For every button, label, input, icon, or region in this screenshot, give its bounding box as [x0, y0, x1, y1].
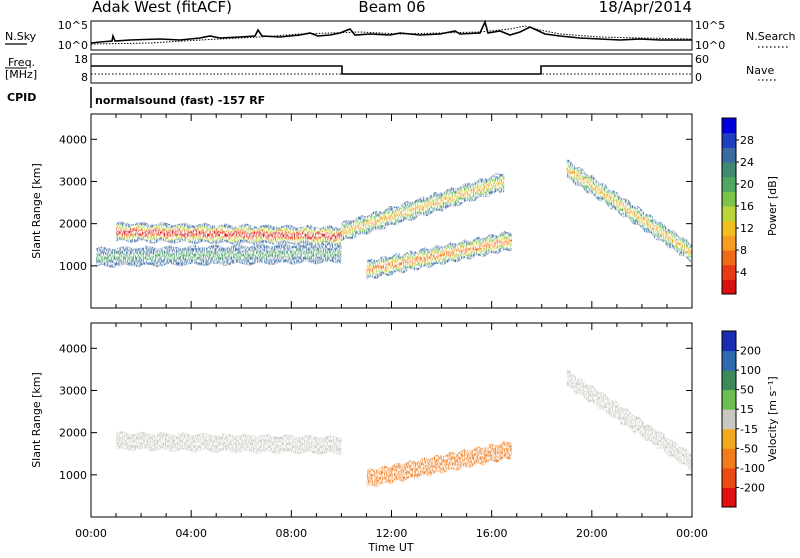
velocity-colorbar-tick-0: 200	[740, 345, 761, 358]
xtick-3: 12:00	[376, 527, 408, 540]
freq-label-2: [MHz]	[5, 68, 37, 81]
nsearch-tick-hi: 10^5	[695, 19, 725, 32]
power-colorbar-label: Power [dB]	[766, 176, 779, 236]
velocity-band-ground-scatter	[116, 435, 342, 452]
nsky-trace	[90, 19, 692, 44]
power-band-morning-band	[341, 177, 505, 235]
velocity-colorbar-swatch-6	[722, 370, 736, 391]
xtick-6: 00:00	[676, 527, 708, 540]
power-colorbar-tick-0: 28	[740, 134, 754, 147]
xtick-2: 08:00	[275, 527, 307, 540]
power-colorbar-swatch-5	[722, 206, 736, 222]
power-colorbar-tick-2: 20	[740, 178, 754, 191]
power-colorbar: 28 24 20 16 12 8 4 Power [dB]	[721, 117, 779, 295]
velocity-colorbar-swatch-1	[722, 467, 736, 488]
nave-label: Nave	[746, 64, 774, 77]
power-colorbar-swatch-6	[722, 191, 736, 207]
date-title: 18/Apr/2014	[599, 0, 692, 16]
power-colorbar-swatch-3	[722, 235, 736, 251]
velocity-colorbar-tick-7: -200	[740, 481, 765, 494]
velocity-panel: 1000 2000 3000 4000 Slant Range [km]	[30, 322, 693, 518]
station-title: Adak West (fitACF)	[92, 0, 232, 16]
nsky-strip: N.Sky 10^5 10^0 10^5 10^0	[5, 19, 725, 52]
power-band-lower-band	[96, 249, 342, 261]
xtick-4: 16:00	[476, 527, 508, 540]
nsky-label: N.Sky	[5, 30, 37, 43]
time-axis: 00:00 04:00 08:00 12:00 16:00 20:00 00:00	[75, 527, 708, 540]
power-colorbar-swatch-2	[722, 250, 736, 266]
power-colorbar-swatch-7	[722, 176, 736, 192]
power-colorbar-tick-3: 16	[740, 200, 754, 213]
velocity-colorbar-swatch-4	[722, 409, 736, 430]
power-ytick-1000: 1000	[59, 260, 87, 273]
power-band-evening-band	[566, 166, 692, 254]
cpid-text: normalsound (fast) -157 RF	[95, 94, 265, 107]
velocity-band-evening-band	[566, 372, 692, 467]
velocity-ytick-3000: 3000	[59, 384, 87, 397]
velocity-ylabel: Slant Range [km]	[30, 372, 43, 468]
power-colorbar-swatch-11	[722, 118, 736, 134]
velocity-colorbar-swatch-8	[722, 331, 736, 352]
freq-tick-hi: 18	[74, 53, 88, 66]
power-band-e-f-band-1	[116, 228, 342, 240]
power-ytick-4000: 4000	[59, 133, 87, 146]
velocity-colorbar-swatch-0	[722, 487, 736, 508]
nsearch-label: N.Search	[746, 30, 796, 43]
nsky-tick-lo: 10^0	[58, 39, 88, 52]
velocity-colorbar-tick-1: 100	[740, 364, 761, 377]
power-colorbar-tick-5: 8	[740, 244, 747, 257]
velocity-band-afternoon-flow	[366, 445, 512, 484]
velocity-ytick-2000: 2000	[59, 427, 87, 440]
velocity-colorbar-tick-5: -50	[740, 442, 758, 455]
velocity-colorbar: 200 100 50 15 -15 -50 -100 -200 Velocity [m s⁻¹]	[721, 330, 779, 508]
velocity-colorbar-tick-2: 50	[740, 384, 754, 397]
velocity-colorbar-swatch-7	[722, 350, 736, 371]
power-colorbar-swatch-0	[722, 279, 736, 295]
power-colorbar-tick-6: 4	[740, 266, 747, 279]
power-colorbar-swatch-8	[722, 162, 736, 178]
power-ytick-2000: 2000	[59, 218, 87, 231]
xtick-5: 20:00	[576, 527, 608, 540]
velocity-colorbar-label: Velocity [m s⁻¹]	[766, 376, 779, 461]
power-ytick-3000: 3000	[59, 175, 87, 188]
xaxis-label: Time UT	[367, 541, 413, 554]
velocity-ytick-4000: 4000	[59, 342, 87, 355]
freq-trace	[91, 65, 692, 75]
power-colorbar-swatch-1	[722, 264, 736, 280]
power-colorbar-tick-4: 12	[740, 222, 754, 235]
power-ylabel: Slant Range [km]	[30, 163, 43, 259]
cpid-label: CPID	[7, 91, 36, 104]
power-colorbar-swatch-10	[722, 132, 736, 148]
freq-label-1: Freq.	[8, 56, 35, 69]
nsearch-trace	[90, 25, 693, 45]
xtick-1: 04:00	[175, 527, 207, 540]
xtick-0: 00:00	[75, 527, 107, 540]
power-colorbar-swatch-4	[722, 220, 736, 236]
power-band-afternoon-band	[366, 236, 512, 273]
velocity-colorbar-tick-4: -15	[740, 423, 758, 436]
velocity-colorbar-swatch-2	[722, 448, 736, 469]
power-colorbar-tick-1: 24	[740, 156, 754, 169]
velocity-colorbar-swatch-5	[722, 389, 736, 410]
power-colorbar-swatch-9	[722, 147, 736, 163]
freq-strip: Freq. [MHz] 18 8 60 0	[5, 53, 709, 84]
beam-title: Beam 06	[358, 0, 425, 16]
velocity-colorbar-tick-6: -100	[740, 462, 765, 475]
nsky-tick-hi: 10^5	[58, 19, 88, 32]
velocity-colorbar-swatch-3	[722, 428, 736, 449]
power-panel: 1000 2000 3000 4000 Slant Range [km]	[30, 113, 693, 309]
velocity-colorbar-tick-3: 15	[740, 403, 754, 416]
freq-tick-lo: 8	[81, 71, 88, 84]
nave-tick-hi: 60	[695, 53, 709, 66]
nsearch-tick-lo: 10^0	[695, 39, 725, 52]
velocity-ytick-1000: 1000	[59, 469, 87, 482]
nave-tick-lo: 0	[695, 71, 702, 84]
